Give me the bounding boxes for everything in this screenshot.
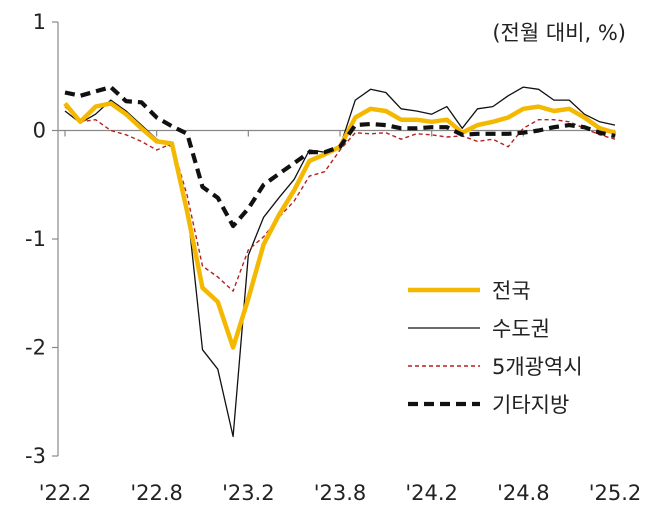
y-tick-label: 1 bbox=[33, 10, 46, 34]
x-tick-label: '24.8 bbox=[497, 481, 550, 505]
x-tick-label: '22.2 bbox=[39, 481, 92, 505]
series-line-2 bbox=[64, 106, 616, 292]
series-line-3 bbox=[64, 85, 616, 229]
series-line-0 bbox=[63, 101, 616, 350]
x-tick-label: '23.8 bbox=[314, 481, 367, 505]
legend-label-3: 기타지방 bbox=[492, 393, 569, 417]
y-tick-label: -3 bbox=[25, 444, 46, 468]
x-tick-label: '22.8 bbox=[130, 481, 183, 505]
chart-series-layer bbox=[63, 85, 616, 438]
x-tick-label: '25.2 bbox=[589, 481, 642, 505]
legend-label-0: 전국 bbox=[492, 279, 531, 303]
legend-label-2: 5개광역시 bbox=[492, 355, 583, 379]
y-tick-label: -2 bbox=[25, 336, 46, 360]
series-line-1 bbox=[64, 86, 616, 438]
x-tick-label: '23.2 bbox=[222, 481, 275, 505]
legend-label-1: 수도권 bbox=[492, 317, 550, 341]
chart-axes: 1 0 -1 -2 -3 '22.2 '22.8 '23.2 '23.8 '24.2 '24.8 '2… bbox=[25, 10, 641, 505]
y-tick-label: 0 bbox=[33, 119, 46, 143]
y-tick-label: -1 bbox=[25, 227, 46, 251]
x-tick-label: '24.2 bbox=[405, 481, 458, 505]
unit-note: (전월 대비, %) bbox=[492, 21, 626, 45]
